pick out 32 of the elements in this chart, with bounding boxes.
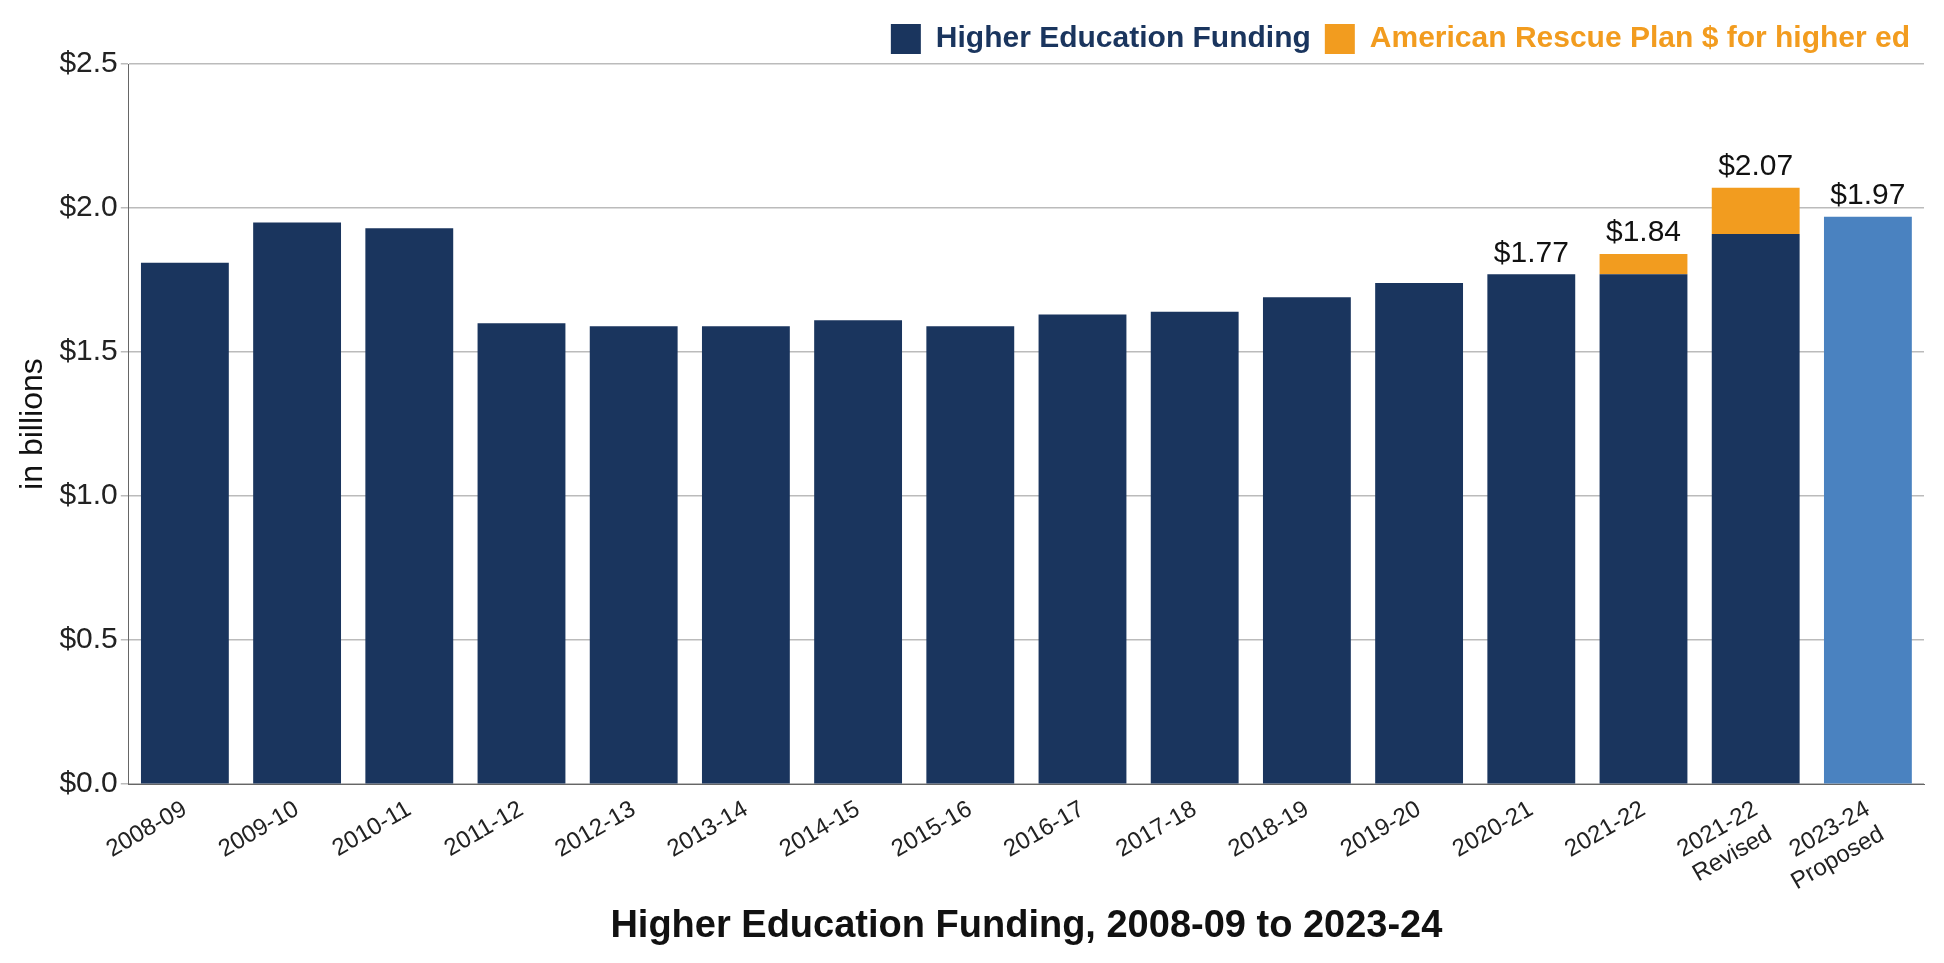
y-tick-label: $1.5 xyxy=(59,333,118,367)
total-label: $1.77 xyxy=(1493,234,1569,268)
y-tick-label: $2.0 xyxy=(59,189,118,223)
x-axis-title: Higher Education Funding, 2008-09 to 2023-24 xyxy=(610,902,1443,945)
legend-label: American Rescue Plan $ for higher ed xyxy=(1369,20,1911,54)
total-label: $1.97 xyxy=(1830,176,1906,210)
bar xyxy=(1487,274,1576,784)
y-tick-label: $0.0 xyxy=(59,765,118,799)
bar xyxy=(814,320,903,784)
total-label: $1.84 xyxy=(1605,214,1682,248)
bar xyxy=(701,326,790,784)
bar xyxy=(589,326,678,784)
bar xyxy=(926,326,1015,784)
bar xyxy=(1599,254,1688,275)
bar xyxy=(1711,233,1800,784)
total-label: $2.07 xyxy=(1718,148,1794,182)
bar xyxy=(477,323,566,784)
bar xyxy=(1150,311,1239,784)
y-tick-label: $2.5 xyxy=(59,45,118,79)
y-axis-title: in billions xyxy=(13,358,50,490)
bar xyxy=(1711,187,1800,234)
bar xyxy=(1823,216,1912,784)
bar xyxy=(140,262,229,784)
bar xyxy=(1375,282,1464,784)
bar xyxy=(1038,314,1127,784)
bar xyxy=(253,222,342,784)
y-tick-label: $0.5 xyxy=(59,621,118,655)
bar xyxy=(365,228,454,784)
bar xyxy=(1262,297,1351,784)
legend-label: Higher Education Funding xyxy=(935,20,1311,54)
y-tick-label: $1.0 xyxy=(59,477,118,511)
bar xyxy=(1599,274,1688,784)
